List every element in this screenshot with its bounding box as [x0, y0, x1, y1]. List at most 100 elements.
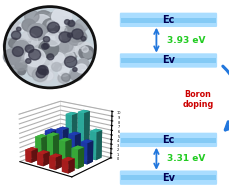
Bar — [120, 18, 215, 23]
Circle shape — [59, 40, 73, 52]
Circle shape — [81, 36, 85, 41]
Circle shape — [18, 42, 32, 55]
Circle shape — [58, 20, 70, 31]
Circle shape — [23, 30, 35, 41]
Circle shape — [56, 19, 70, 32]
Circle shape — [12, 38, 29, 53]
Circle shape — [12, 59, 28, 74]
Circle shape — [17, 33, 38, 51]
Text: Ec: Ec — [162, 15, 174, 25]
Bar — [120, 58, 215, 63]
Circle shape — [38, 51, 54, 65]
Circle shape — [18, 46, 34, 61]
Circle shape — [12, 47, 23, 56]
Circle shape — [41, 44, 48, 49]
Circle shape — [57, 45, 77, 62]
FancyBboxPatch shape — [119, 53, 216, 68]
Text: 3.31 eV: 3.31 eV — [166, 154, 204, 163]
Text: Boron
doping: Boron doping — [181, 90, 213, 109]
Circle shape — [25, 39, 41, 53]
Circle shape — [29, 49, 41, 60]
Circle shape — [13, 43, 21, 50]
Circle shape — [15, 60, 27, 71]
Circle shape — [52, 8, 71, 26]
Circle shape — [23, 41, 41, 57]
Circle shape — [18, 68, 25, 75]
FancyBboxPatch shape — [119, 170, 216, 185]
Circle shape — [59, 32, 71, 42]
Circle shape — [82, 46, 88, 52]
Circle shape — [49, 23, 67, 39]
Circle shape — [3, 49, 21, 64]
Circle shape — [37, 68, 54, 83]
Circle shape — [32, 15, 51, 32]
Circle shape — [75, 32, 86, 42]
Circle shape — [70, 70, 82, 81]
Circle shape — [71, 29, 83, 39]
Text: Ev: Ev — [161, 173, 174, 183]
Circle shape — [38, 66, 46, 73]
Circle shape — [47, 54, 54, 60]
Circle shape — [64, 56, 76, 67]
Circle shape — [79, 46, 94, 59]
Circle shape — [67, 40, 80, 52]
Circle shape — [22, 38, 42, 56]
Text: Ev: Ev — [161, 56, 174, 65]
Circle shape — [26, 59, 31, 63]
Circle shape — [47, 22, 59, 33]
Circle shape — [58, 38, 75, 53]
Circle shape — [9, 38, 20, 48]
Circle shape — [55, 32, 66, 42]
Circle shape — [43, 36, 49, 42]
Circle shape — [25, 10, 39, 23]
Circle shape — [14, 41, 29, 55]
Circle shape — [66, 29, 84, 45]
Circle shape — [28, 60, 47, 77]
Circle shape — [42, 17, 63, 35]
Circle shape — [25, 23, 33, 31]
Circle shape — [47, 63, 65, 79]
Circle shape — [67, 33, 72, 37]
Circle shape — [54, 26, 61, 32]
Circle shape — [51, 40, 68, 55]
Circle shape — [46, 40, 57, 50]
Circle shape — [4, 7, 95, 88]
Circle shape — [17, 39, 27, 49]
Circle shape — [40, 47, 47, 53]
Circle shape — [50, 55, 66, 70]
Circle shape — [76, 62, 89, 74]
Circle shape — [20, 43, 32, 53]
Circle shape — [30, 26, 42, 38]
Circle shape — [3, 38, 20, 53]
Circle shape — [20, 51, 35, 65]
Circle shape — [57, 73, 68, 83]
FancyBboxPatch shape — [119, 13, 216, 27]
Circle shape — [26, 32, 46, 50]
Circle shape — [83, 50, 92, 58]
FancyArrowPatch shape — [222, 66, 229, 130]
Circle shape — [36, 74, 46, 82]
Circle shape — [43, 43, 49, 49]
Circle shape — [76, 64, 86, 73]
Circle shape — [68, 20, 74, 26]
Circle shape — [16, 27, 21, 31]
Circle shape — [45, 32, 61, 46]
Circle shape — [9, 21, 22, 33]
Circle shape — [64, 24, 85, 42]
Circle shape — [39, 40, 58, 58]
Circle shape — [69, 68, 83, 80]
Circle shape — [27, 66, 40, 77]
Circle shape — [72, 67, 77, 71]
Bar — [120, 138, 215, 143]
Circle shape — [58, 66, 69, 76]
Circle shape — [36, 46, 51, 60]
Circle shape — [58, 26, 66, 33]
Circle shape — [36, 69, 46, 78]
Circle shape — [13, 50, 27, 62]
Circle shape — [29, 22, 36, 28]
Circle shape — [61, 74, 70, 81]
Circle shape — [64, 20, 70, 24]
FancyBboxPatch shape — [119, 133, 216, 147]
Circle shape — [42, 19, 59, 34]
Circle shape — [34, 45, 44, 54]
